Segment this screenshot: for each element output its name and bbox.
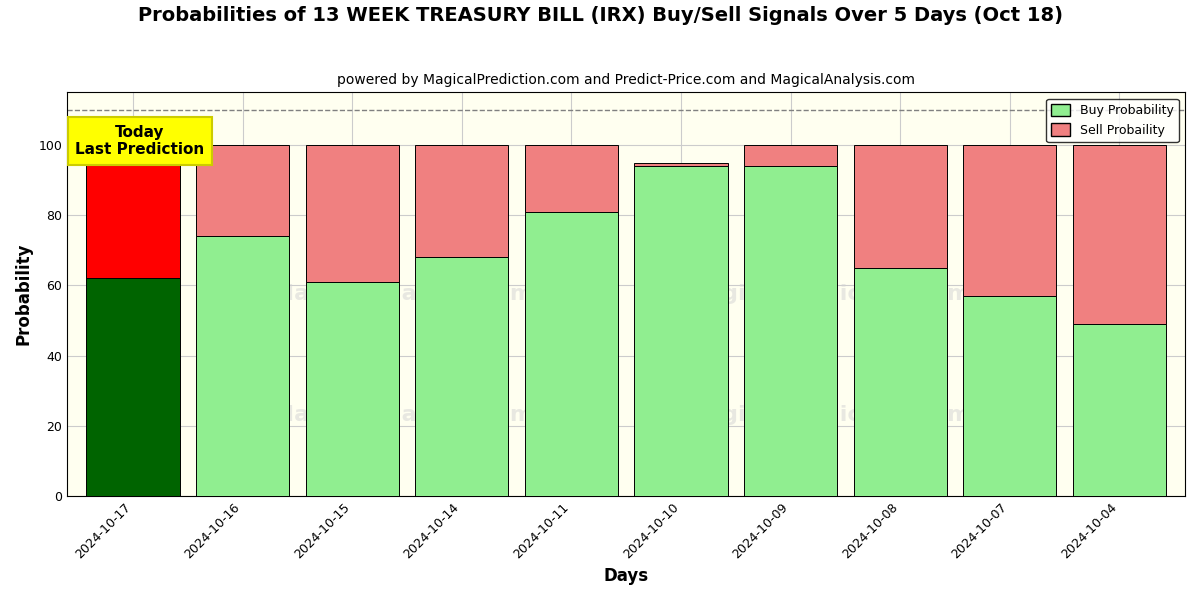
Text: MagicalPrediction.com: MagicalPrediction.com [685,284,970,304]
Y-axis label: Probability: Probability [14,243,34,346]
Bar [86,278,180,496]
Bar [853,268,947,496]
Bar [306,282,398,496]
Bar [853,145,947,268]
X-axis label: Days: Days [604,567,649,585]
Bar [415,257,509,496]
Bar [524,212,618,496]
Bar [635,166,727,496]
Bar [306,145,398,282]
Text: MagicalAnalysis.com: MagicalAnalysis.com [272,406,533,425]
Bar [415,145,509,257]
Bar [196,236,289,496]
Bar [196,145,289,236]
Legend: Buy Probability, Sell Probaility: Buy Probability, Sell Probaility [1046,98,1178,142]
Bar [964,296,1056,496]
Bar [524,145,618,212]
Bar [744,166,838,496]
Bar [964,145,1056,296]
Text: MagicalAnalysis.com: MagicalAnalysis.com [272,284,533,304]
Text: MagicalPrediction.com: MagicalPrediction.com [685,406,970,425]
Title: powered by MagicalPrediction.com and Predict-Price.com and MagicalAnalysis.com: powered by MagicalPrediction.com and Pre… [337,73,916,87]
Bar [635,163,727,166]
Text: Probabilities of 13 WEEK TREASURY BILL (IRX) Buy/Sell Signals Over 5 Days (Oct 1: Probabilities of 13 WEEK TREASURY BILL (… [138,6,1062,25]
Bar [744,145,838,166]
Text: Today
Last Prediction: Today Last Prediction [76,125,204,157]
Bar [1073,145,1166,324]
Bar [1073,324,1166,496]
Bar [86,145,180,278]
